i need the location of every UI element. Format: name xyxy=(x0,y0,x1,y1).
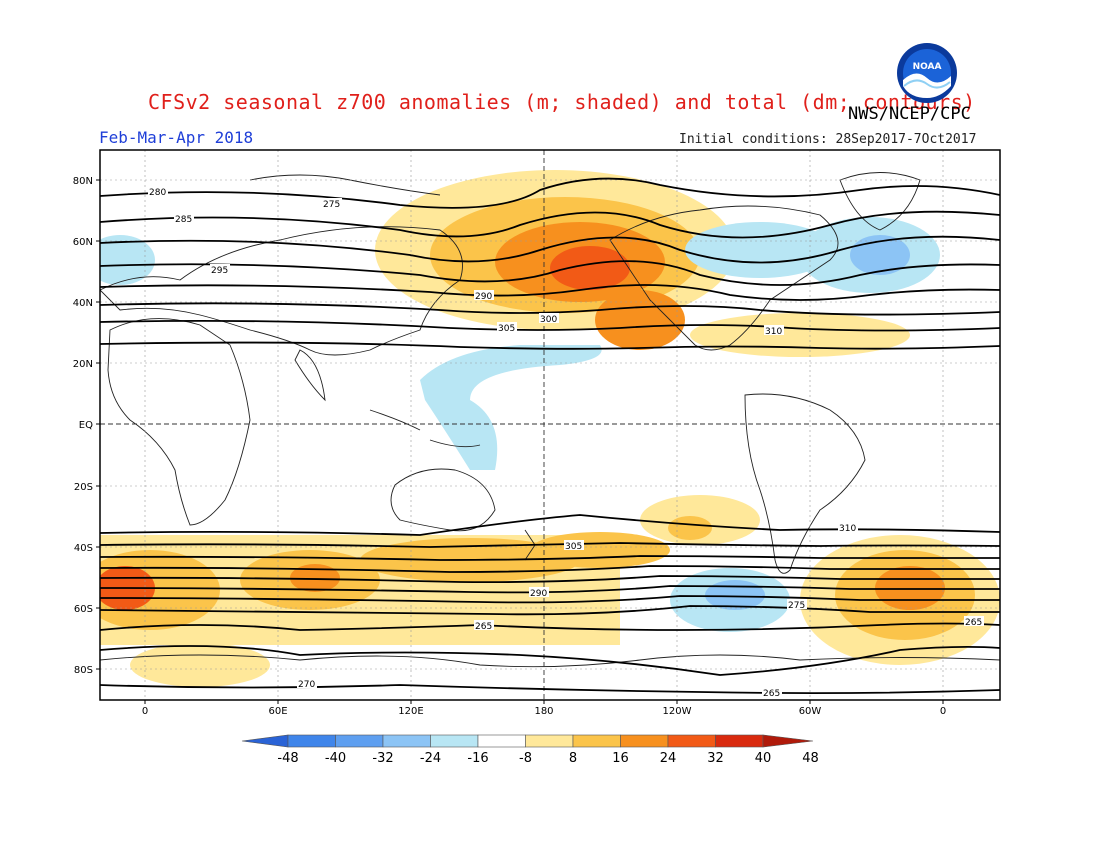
latitude-labels: 80N 60N 40N 20N EQ 20S 40S 60S 80S xyxy=(73,176,93,676)
lon-label: 0 xyxy=(940,706,946,717)
anomaly-shading xyxy=(100,170,1000,687)
contour-labels: 280 275 285 290 295 300 305 310 310 305 … xyxy=(148,186,984,699)
contour-label: 290 xyxy=(475,292,492,302)
lat-label: 20S xyxy=(74,482,93,493)
lon-label: 60W xyxy=(799,706,822,717)
colorbar-label: 16 xyxy=(612,751,629,766)
colorbar-label: 8 xyxy=(569,751,577,766)
colorbar-swatches xyxy=(241,734,814,748)
chart-title: CFSv2 seasonal z700 anomalies (m; shaded… xyxy=(148,90,976,114)
logo-text: NOAA xyxy=(913,62,942,72)
lat-label: 40S xyxy=(74,543,93,554)
lat-label: 40N xyxy=(73,298,93,309)
lon-label: 180 xyxy=(534,706,553,717)
forecast-period: Feb-Mar-Apr 2018 xyxy=(99,128,254,147)
contour-label: 285 xyxy=(175,215,192,225)
contour-label: 290 xyxy=(530,589,547,599)
colorbar-swatch xyxy=(525,734,574,748)
initial-conditions: Initial conditions: 28Sep2017-7Oct2017 xyxy=(679,132,977,147)
noaa-logo-icon: NOAA xyxy=(897,43,957,103)
colorbar-label: 24 xyxy=(660,751,677,766)
colorbar-label: -48 xyxy=(277,751,298,766)
contour-label: 280 xyxy=(149,188,166,198)
colorbar-label: 40 xyxy=(755,751,772,766)
map-gridlines xyxy=(100,150,1000,700)
contour-label: 310 xyxy=(765,327,782,337)
lat-label: 80S xyxy=(74,665,93,676)
colorbar-swatch xyxy=(762,734,814,748)
contour-label: 305 xyxy=(498,324,515,334)
contour-label: 300 xyxy=(540,315,557,325)
colorbar-swatch xyxy=(477,734,526,748)
colorbar-label: 48 xyxy=(802,751,819,766)
colorbar-swatch xyxy=(572,734,621,748)
contour-label: 265 xyxy=(965,618,982,628)
contour-label: 265 xyxy=(475,622,492,632)
colorbar-swatch xyxy=(241,734,289,748)
agency-label: NWS/NCEP/CPC xyxy=(848,104,971,124)
colorbar-label: -16 xyxy=(467,751,488,766)
colorbar-swatch xyxy=(335,734,384,748)
contour-label: 270 xyxy=(298,680,315,690)
axis-ticks xyxy=(96,179,944,704)
colorbar-swatch xyxy=(715,734,764,748)
coastlines xyxy=(100,172,1000,668)
lon-label: 60E xyxy=(268,706,287,717)
contour-label: 275 xyxy=(788,601,805,611)
lat-label: EQ xyxy=(79,420,93,431)
map-frame xyxy=(99,149,1001,701)
colorbar-swatch xyxy=(287,734,336,748)
colorbar-label: -32 xyxy=(372,751,393,766)
lat-label: 60S xyxy=(74,604,93,615)
colorbar-swatch xyxy=(430,734,479,748)
lon-label: 120W xyxy=(663,706,692,717)
colorbar-label: 32 xyxy=(707,751,724,766)
contour-label: 295 xyxy=(211,266,228,276)
colorbar: -48 -40 -32 -24 -16 -8 8 16 24 32 40 48 xyxy=(241,734,819,766)
contour-label: 275 xyxy=(323,200,340,210)
colorbar-labels: -48 -40 -32 -24 -16 -8 8 16 24 32 40 48 xyxy=(277,751,818,766)
lat-label: 60N xyxy=(73,237,93,248)
colorbar-swatch xyxy=(382,734,431,748)
contour-label: 310 xyxy=(839,524,856,534)
colorbar-label: -24 xyxy=(420,751,441,766)
longitude-labels: 0 60E 120E 180 120W 60W 0 xyxy=(142,706,946,717)
lon-label: 0 xyxy=(142,706,148,717)
lat-label: 80N xyxy=(73,176,93,187)
lat-label: 20N xyxy=(73,359,93,370)
contour-label: 305 xyxy=(565,542,582,552)
lon-label: 120E xyxy=(398,706,423,717)
colorbar-label: -8 xyxy=(519,751,532,766)
contour-label: 265 xyxy=(763,689,780,699)
colorbar-swatch xyxy=(620,734,669,748)
map-reference-lines xyxy=(100,150,1000,700)
colorbar-label: -40 xyxy=(325,751,346,766)
colorbar-swatch xyxy=(667,734,716,748)
